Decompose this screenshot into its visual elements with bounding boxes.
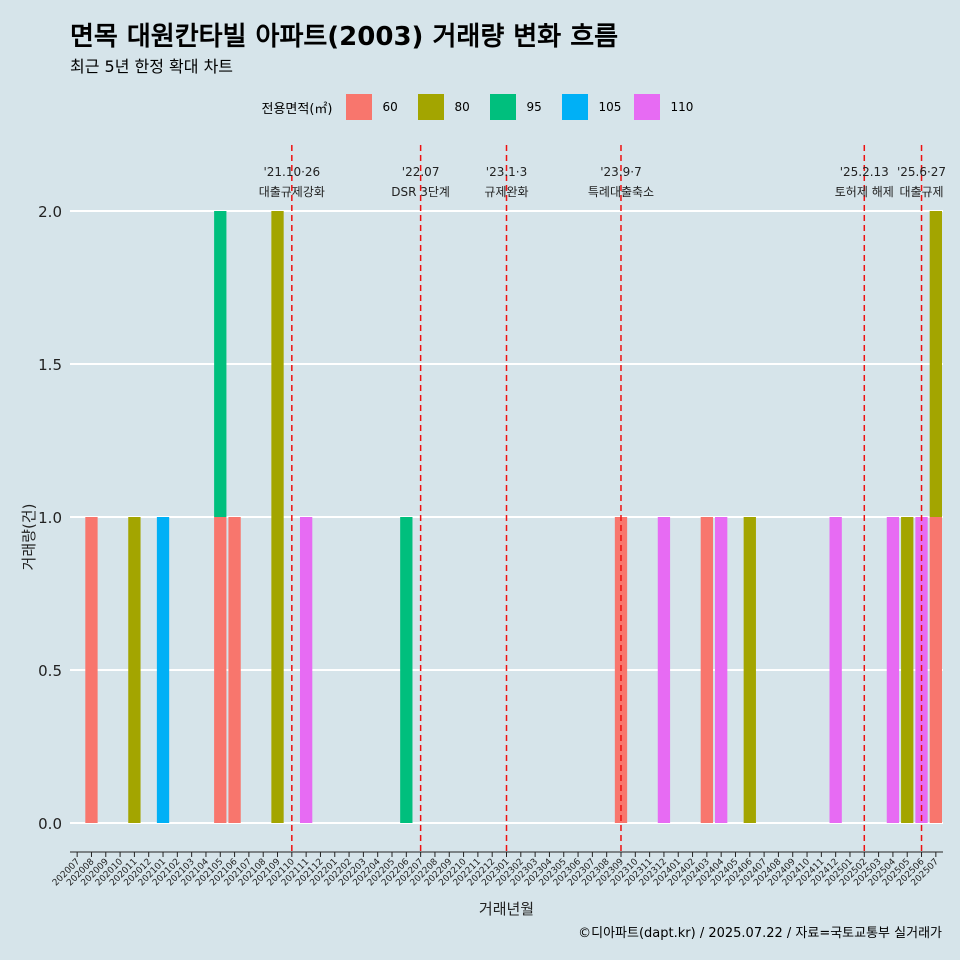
event-date-label: '23.9·7	[600, 165, 641, 179]
legend-item-80: 80	[418, 94, 478, 120]
event-date-label: '23.1·3	[486, 165, 527, 179]
y-tick-label: 0.0	[38, 815, 62, 833]
event-name-label: 규제완화	[484, 185, 528, 199]
bar-60-202008	[85, 517, 98, 823]
bar-110-202111	[299, 517, 313, 823]
bar-80-202011	[128, 517, 141, 823]
bar-80-202406	[743, 517, 756, 823]
event-date-label: '22.07	[402, 165, 440, 179]
legend-swatch-95	[490, 94, 517, 120]
bar-105-202101	[156, 517, 170, 823]
bar-80-202109	[271, 211, 284, 823]
legend-swatch-60	[346, 94, 373, 120]
legend-item-105: 105	[562, 94, 622, 120]
legend-label-95: 95	[526, 100, 542, 114]
legend: 전용면적(㎡) 60 80 95 105 110	[0, 92, 960, 122]
event-date-label: '21.10·26	[263, 165, 320, 179]
event-date-label: '25.2.13	[840, 165, 889, 179]
y-tick-label: 1.0	[38, 509, 62, 527]
y-tick-label: 0.5	[38, 662, 62, 680]
legend-label-105: 105	[598, 100, 622, 114]
y-tick-label: 1.5	[38, 356, 62, 374]
bar-110-202312	[657, 517, 671, 823]
chart-title: 면목 대원칸타빌 아파트(2003) 거래량 변화 흐름	[70, 22, 619, 52]
legend-swatch-105	[562, 94, 589, 120]
event-name-label: 대출규제강화	[259, 185, 325, 199]
bar-95-202105	[214, 211, 227, 517]
legend-label-80: 80	[454, 100, 470, 114]
bar-80-202505	[901, 517, 914, 823]
legend-item-95: 95	[490, 94, 550, 120]
event-name-label: 특례대출축소	[588, 185, 654, 199]
bar-60-202106	[228, 517, 241, 823]
bar-95-202206	[400, 517, 413, 823]
y-axis-title: 거래량(건)	[20, 504, 38, 571]
bar-110-202504	[886, 517, 900, 823]
bar-110-202404	[715, 517, 728, 823]
legend-label-60: 60	[382, 100, 398, 114]
chart-subtitle: 최근 5년 한정 확대 차트	[70, 57, 234, 76]
legend-item-60: 60	[346, 94, 406, 120]
source-caption: ©디아파트(dapt.kr) / 2025.07.22 / 자료=국토교통부 실…	[578, 926, 942, 941]
legend-title: 전용면적(㎡)	[261, 101, 333, 117]
event-name-label: 대출규제	[899, 185, 943, 199]
legend-swatch-110	[634, 94, 661, 120]
legend-item-110: 110	[634, 94, 694, 120]
event-date-label: '25.6·27	[897, 165, 946, 179]
y-tick-label: 2.0	[38, 203, 62, 221]
bar-110-202412	[829, 517, 842, 823]
legend-swatch-80	[418, 94, 445, 120]
bar-60-202507	[929, 517, 942, 823]
legend-label-110: 110	[670, 100, 694, 114]
bar-60-202403	[700, 517, 714, 823]
event-name-label: DSR 3단계	[391, 185, 450, 199]
bar-80-202507	[929, 211, 942, 517]
x-axis-title: 거래년월	[479, 900, 534, 918]
event-name-label: 토허제 해제	[835, 185, 894, 199]
bar-60-202105	[214, 517, 227, 823]
